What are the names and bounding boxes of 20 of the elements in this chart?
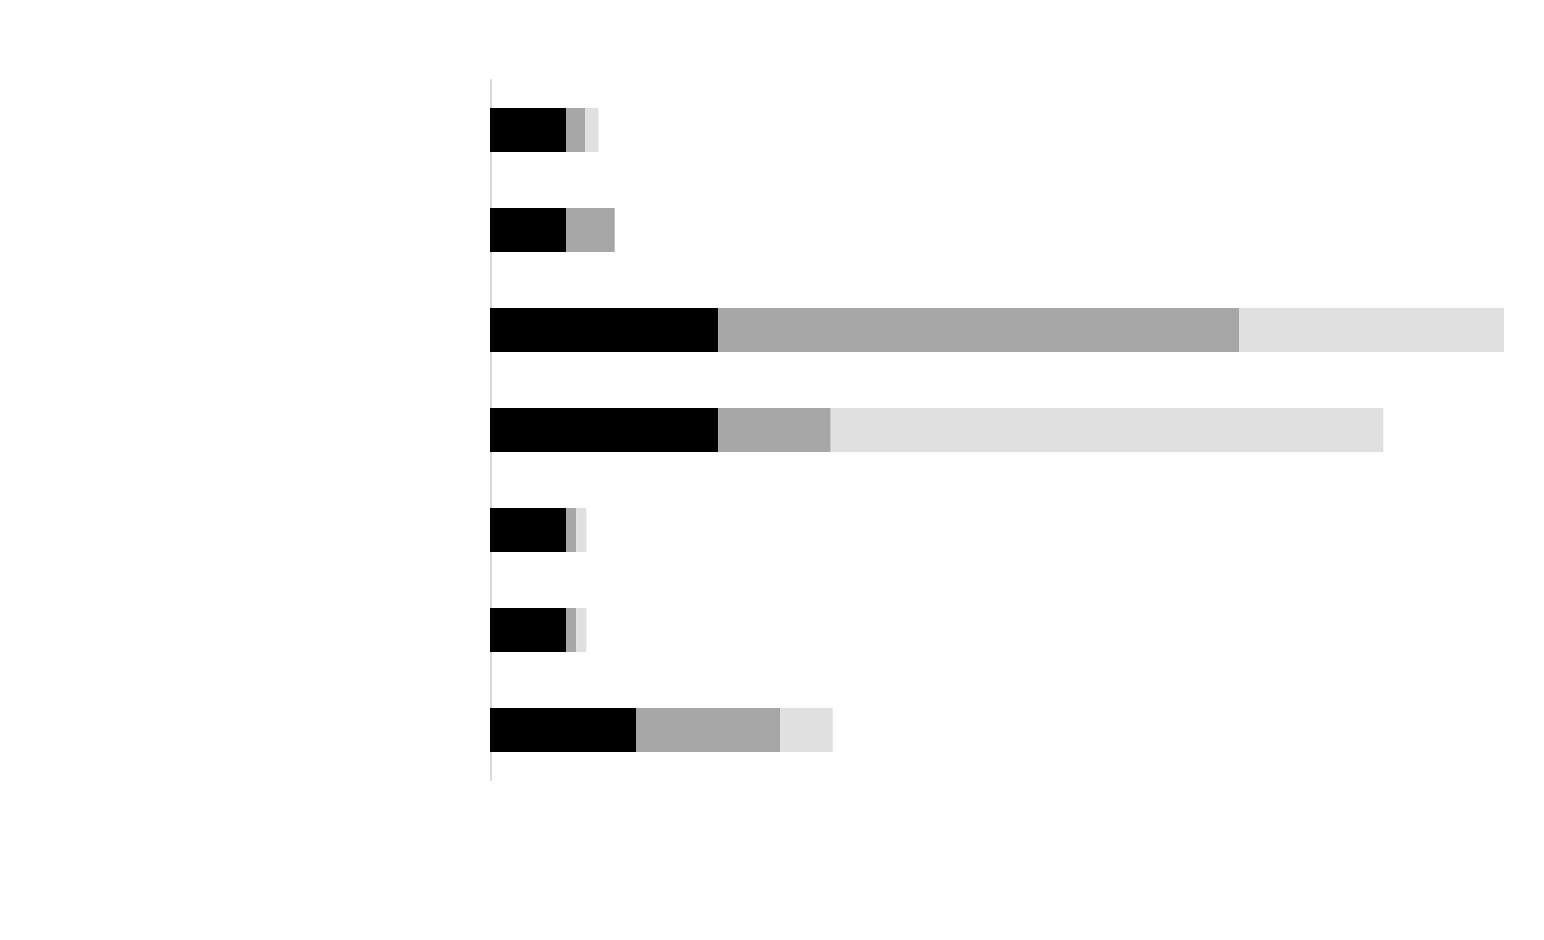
bar	[636, 708, 780, 752]
bar	[490, 608, 567, 652]
bar	[566, 108, 586, 152]
bar	[585, 108, 599, 152]
bar	[490, 308, 719, 352]
bar	[490, 508, 567, 552]
bar	[576, 608, 587, 652]
bar	[576, 508, 587, 552]
bar	[490, 708, 637, 752]
bar	[1239, 308, 1504, 352]
bar	[718, 408, 831, 452]
bar	[780, 708, 833, 752]
bar	[830, 408, 1384, 452]
bar	[490, 408, 719, 452]
bar	[718, 308, 1240, 352]
bar	[490, 108, 567, 152]
bar	[566, 208, 615, 252]
bar	[566, 508, 577, 552]
bar	[566, 608, 577, 652]
bar	[490, 208, 567, 252]
